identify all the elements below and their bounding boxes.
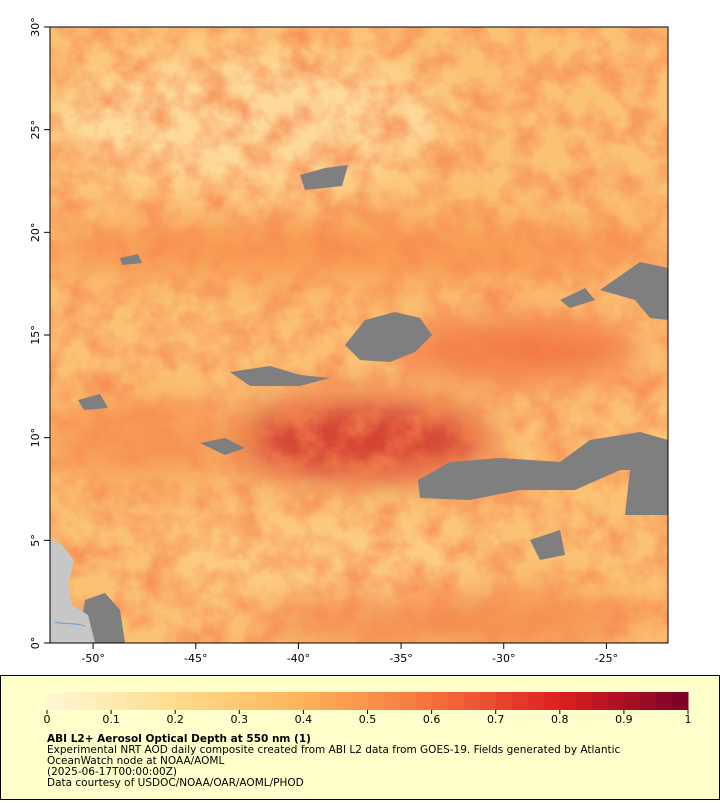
colorbar-step [223,692,240,710]
y-tick-label: 15° [29,325,42,345]
x-tick-label: -30° [492,652,515,665]
x-tick-label: -40° [287,652,310,665]
colorbar-step [143,692,160,710]
colorbar: 0 0.1 0.2 0.3 0.4 0.5 0.6 0.7 0.8 0.9 1 [44,692,692,726]
x-tick-label: -25° [595,652,618,665]
y-tick-label: 10° [29,428,42,448]
colorbar-step [575,692,593,710]
y-tick-label: 5° [29,534,42,547]
colorbar-step [463,692,481,710]
colorbar-step [479,692,497,710]
colorbar-step [527,692,545,710]
colorbar-tick-label: 0.9 [615,713,633,726]
caption-line: OceanWatch node at NOAA/AOML [47,755,224,767]
colorbar-step [511,692,529,710]
colorbar-tick-label: 0.4 [295,713,313,726]
colorbar-step [127,692,144,710]
colorbar-step [271,692,288,710]
y-tick-label: 0° [29,637,42,650]
colorbar-step [671,692,689,710]
colorbar-step [335,692,352,710]
caption: Experimental NRT AOD daily composite cre… [47,744,621,789]
colorbar-step [319,692,336,710]
colorbar-step [399,692,417,710]
colorbar-step [95,692,112,710]
colorbar-step [495,692,513,710]
colorbar-step [639,692,657,710]
colorbar-tick-label: 0 [44,713,51,726]
colorbar-tick-label: 0.3 [231,713,249,726]
colorbar-step [207,692,224,710]
colorbar-step [559,692,577,710]
colorbar-tick-label: 0.8 [551,713,569,726]
caption-line: Experimental NRT AOD daily composite cre… [47,744,621,756]
colorbar-step [623,692,641,710]
colorbar-tick-label: 0.5 [359,713,377,726]
colorbar-step [191,692,208,710]
colorbar-tick-label: 0.2 [166,713,184,726]
colorbar-step [383,692,401,710]
colorbar-step [175,692,192,710]
colorbar-step [351,692,368,710]
land [50,538,95,643]
colorbar-step [239,692,256,710]
cloud-mask [78,165,668,643]
colorbar-step [159,692,176,710]
y-tick-label: 25° [29,120,42,140]
colorbar-step [79,692,96,710]
colorbar-step [431,692,449,710]
colorbar-step [47,692,64,710]
colorbar-step [63,692,80,710]
axes: -50° -45° -40° -35° -30° -25° 0° 5° 10° 15° 20° 25°… [29,17,618,665]
colorbar-step [287,692,304,710]
colorbar-step [367,692,385,710]
y-tick-label: 30° [29,17,42,37]
x-tick-label: -45° [184,652,207,665]
colorbar-step [447,692,465,710]
colorbar-tick-label: 1 [685,713,692,726]
colorbar-step [543,692,561,710]
colorbar-step [415,692,433,710]
colorbar-step [255,692,272,710]
colorbar-step [111,692,128,710]
colorbar-tick-label: 0.7 [487,713,505,726]
caption-line: Data courtesy of USDOC/NOAA/OAR/AOML/PHO… [47,777,304,789]
x-tick-label: -35° [389,652,412,665]
colorbar-tick-label: 0.1 [102,713,120,726]
map-image [50,27,668,643]
caption-title: ABI L2+ Aerosol Optical Depth at 550 nm … [47,733,311,745]
colorbar-step [607,692,625,710]
colorbar-step [655,692,673,710]
colorbar-step [303,692,320,710]
colorbar-tick-label: 0.6 [423,713,441,726]
caption-line: (2025-06-17T00:00:00Z) [47,766,177,778]
x-tick-label: -50° [81,652,104,665]
colorbar-step [591,692,609,710]
y-tick-label: 20° [29,223,42,243]
